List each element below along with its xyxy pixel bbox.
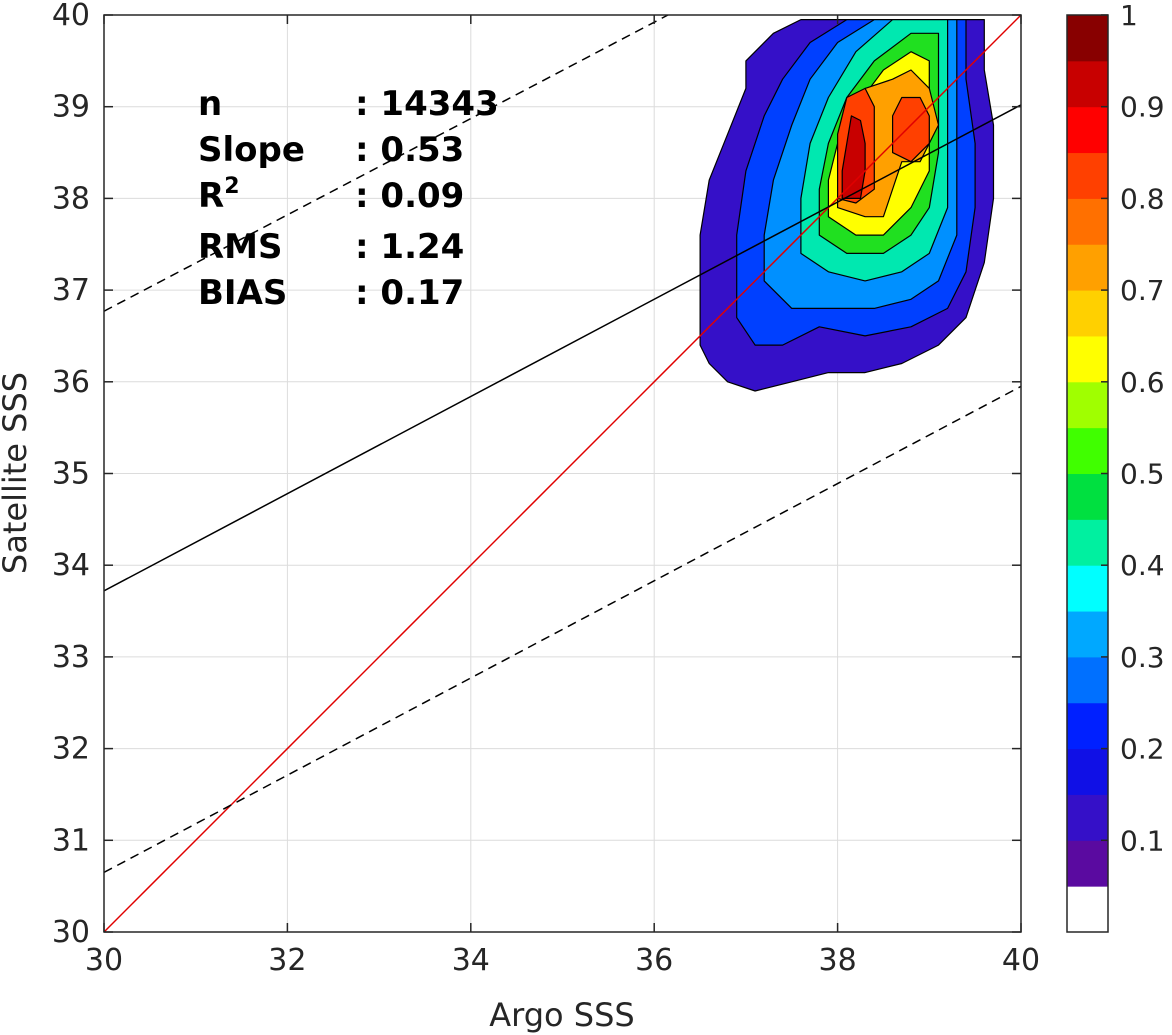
colorbar-band	[1067, 840, 1108, 887]
stat-value-n: : 14343	[355, 84, 499, 124]
density-contours	[699, 19, 995, 392]
colorbar-band	[1067, 886, 1108, 933]
colorbar-band	[1067, 611, 1108, 658]
regression-line	[104, 104, 1021, 592]
y-tick-label: 33	[52, 640, 90, 675]
colorbar-tick-label: 0.8	[1120, 182, 1165, 215]
stat-value-slope: : 0.53	[355, 130, 464, 170]
one-to-one-line	[104, 15, 1021, 932]
upper-bound-line	[104, 15, 669, 312]
stat-label-rms: RMS	[198, 227, 283, 267]
stat-label-bias: BIAS	[198, 273, 287, 313]
colorbar-band	[1067, 381, 1108, 429]
y-tick-label: 34	[52, 548, 90, 583]
colorbar-band	[1067, 290, 1108, 337]
colorbar-band	[1067, 15, 1108, 62]
stat-value-r: : 0.09	[355, 176, 464, 216]
y-tick-label: 38	[52, 181, 90, 216]
y-tick-label: 32	[52, 732, 90, 767]
stat-label-slope: Slope	[198, 130, 305, 170]
y-axis-label: Satellite SSS	[0, 372, 34, 574]
fit-lines	[104, 15, 1021, 932]
colorbar-band	[1067, 748, 1108, 795]
colorbar-band	[1067, 656, 1108, 704]
colorbar-band	[1067, 794, 1108, 841]
plot-area: 30 32 34 36 38 40 30 31 32 33 34 35 36 37 38 39 40	[52, 0, 1040, 978]
stat-value-bias: : 0.17	[355, 273, 464, 313]
stat-value-rms: : 1.24	[355, 227, 464, 267]
x-tick-label: 36	[635, 943, 673, 978]
colorbar-band	[1067, 565, 1108, 612]
colorbar-band	[1067, 702, 1108, 750]
colorbar-band	[1067, 152, 1108, 199]
colorbar-band	[1067, 198, 1108, 245]
colorbar-tick-label: 0.4	[1120, 549, 1165, 582]
colorbar-tick-label: 0.5	[1120, 458, 1165, 491]
colorbar-band	[1067, 60, 1108, 108]
colorbar-tick-label: 0.7	[1120, 274, 1165, 307]
colorbar-tick-label: 1	[1120, 0, 1138, 32]
stat-superscript: 2	[224, 174, 239, 199]
y-tick-label: 39	[52, 90, 90, 125]
x-tick-label: 40	[1002, 943, 1040, 978]
y-tick-label: 35	[52, 457, 90, 492]
colorbar-band	[1067, 519, 1108, 566]
colorbar-tick-label: 0.2	[1120, 733, 1165, 766]
colorbar: 0.1 0.2 0.3 0.4 0.5 0.6 0.7 0.8 0.9 1	[1066, 0, 1165, 933]
colorbar-tick-label: 0.3	[1120, 641, 1165, 674]
x-tick-label: 30	[85, 943, 123, 978]
x-tick-label: 38	[819, 943, 857, 978]
colorbar-band	[1067, 335, 1108, 383]
x-tick-label: 32	[268, 943, 306, 978]
x-axis-label: Argo SSS	[489, 996, 634, 1034]
y-tick-label: 40	[52, 0, 90, 33]
contour-level-0_8	[892, 96, 930, 163]
colorbar-band	[1067, 427, 1108, 474]
y-tick-label: 30	[52, 915, 90, 950]
colorbar-band	[1067, 473, 1108, 520]
y-tick-label: 31	[52, 823, 90, 858]
colorbar-tick-label: 0.9	[1120, 91, 1165, 124]
colorbar-band	[1067, 244, 1108, 291]
colorbar-tick-label: 0.6	[1120, 366, 1165, 399]
lower-bound-line	[104, 385, 1021, 874]
colorbar-tick-label: 0.1	[1120, 824, 1165, 857]
x-tick-label: 34	[452, 943, 490, 978]
stat-label-n: n	[198, 84, 222, 124]
y-tick-label: 37	[52, 273, 90, 308]
y-tick-label: 36	[52, 365, 90, 400]
axis-ticks: 30 32 34 36 38 40 30 31 32 33 34 35 36 37 38 39 40	[52, 0, 1040, 978]
colorbar-band	[1067, 106, 1108, 154]
